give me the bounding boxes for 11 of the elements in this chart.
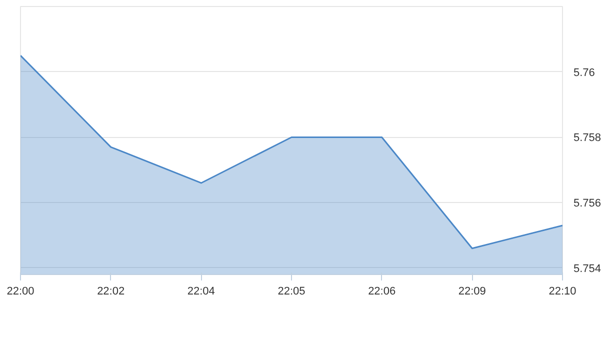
y-tick-label: 5.758 [574, 132, 602, 144]
y-tick-label: 5.754 [574, 262, 602, 275]
y-tick-label: 5.76 [574, 66, 595, 79]
x-tick-label: 22:10 [548, 286, 576, 298]
x-tick-label: 22:05 [278, 286, 306, 298]
y-tick-label: 5.756 [574, 198, 602, 210]
x-tick-label: 22:09 [458, 286, 486, 298]
x-tick-label: 22:06 [368, 286, 396, 298]
x-tick-label: 22:02 [97, 286, 125, 298]
x-tick-label: 22:04 [187, 286, 215, 298]
x-tick-label: 22:00 [6, 286, 34, 298]
